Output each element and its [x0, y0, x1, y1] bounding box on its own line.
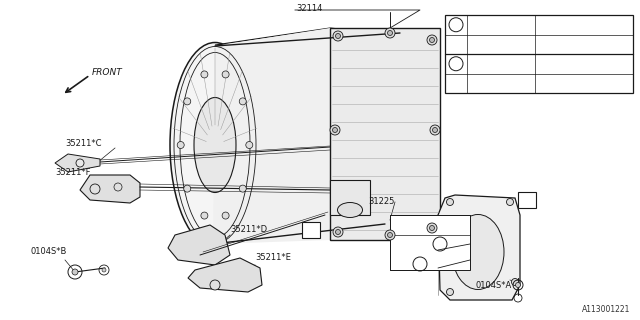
Text: 2: 2 — [438, 241, 442, 247]
Text: 1: 1 — [418, 261, 422, 267]
Text: (-0711): (-0711) — [538, 20, 566, 29]
Circle shape — [201, 212, 208, 219]
Bar — [445, 15, 633, 93]
Ellipse shape — [194, 98, 236, 193]
Text: 32195: 32195 — [470, 20, 494, 29]
Bar — [390, 215, 470, 270]
Circle shape — [222, 71, 229, 78]
Circle shape — [184, 98, 191, 105]
Text: D91608: D91608 — [470, 59, 500, 68]
Bar — [330, 28, 440, 240]
Circle shape — [76, 159, 84, 167]
Circle shape — [449, 18, 463, 32]
Ellipse shape — [452, 214, 504, 290]
Text: 0104S*A: 0104S*A — [475, 281, 511, 290]
Text: 2: 2 — [454, 59, 458, 68]
Circle shape — [102, 268, 106, 272]
Polygon shape — [215, 28, 440, 45]
Circle shape — [333, 127, 337, 132]
Circle shape — [430, 125, 440, 135]
Circle shape — [333, 31, 343, 41]
Circle shape — [447, 289, 454, 295]
Circle shape — [506, 198, 513, 205]
Text: A: A — [308, 226, 314, 235]
Text: 0104S*B: 0104S*B — [30, 247, 67, 257]
Circle shape — [335, 229, 340, 235]
Circle shape — [330, 125, 340, 135]
Circle shape — [239, 98, 246, 105]
Circle shape — [72, 269, 78, 275]
Text: 35211*F: 35211*F — [55, 167, 90, 177]
Text: 31225: 31225 — [369, 197, 395, 206]
Text: FRONT: FRONT — [92, 68, 123, 76]
Text: (0711-): (0711-) — [538, 79, 566, 88]
Text: 1: 1 — [454, 20, 458, 29]
Circle shape — [449, 57, 463, 71]
Circle shape — [515, 283, 520, 287]
Circle shape — [387, 233, 392, 237]
Ellipse shape — [170, 43, 260, 247]
Circle shape — [333, 227, 343, 237]
Circle shape — [184, 185, 191, 192]
Circle shape — [387, 30, 392, 36]
Circle shape — [511, 278, 518, 285]
Polygon shape — [438, 195, 520, 300]
Circle shape — [90, 184, 100, 194]
Circle shape — [239, 185, 246, 192]
Polygon shape — [213, 28, 330, 244]
Circle shape — [114, 183, 122, 191]
Polygon shape — [55, 154, 100, 172]
Ellipse shape — [337, 203, 362, 218]
Circle shape — [201, 71, 208, 78]
Circle shape — [210, 280, 220, 290]
Circle shape — [222, 212, 229, 219]
Text: A113001221: A113001221 — [582, 306, 630, 315]
Text: 32114: 32114 — [296, 4, 323, 12]
Circle shape — [429, 226, 435, 230]
Text: D91806: D91806 — [470, 79, 500, 88]
Text: 35211*C: 35211*C — [65, 139, 102, 148]
Polygon shape — [80, 175, 140, 203]
Text: H01806: H01806 — [470, 40, 500, 49]
Text: (0711-): (0711-) — [538, 40, 566, 49]
Bar — [302, 222, 320, 238]
Bar — [518, 192, 536, 208]
Polygon shape — [168, 225, 230, 265]
Polygon shape — [188, 258, 262, 292]
Circle shape — [427, 35, 437, 45]
Circle shape — [433, 127, 438, 132]
Text: 35211*E: 35211*E — [255, 253, 291, 262]
Circle shape — [429, 37, 435, 43]
Circle shape — [177, 141, 184, 148]
Polygon shape — [330, 180, 370, 215]
Circle shape — [427, 223, 437, 233]
Circle shape — [246, 141, 253, 148]
Text: 35211*D: 35211*D — [230, 226, 267, 235]
Text: A: A — [524, 196, 531, 204]
Bar — [390, 215, 470, 270]
Circle shape — [385, 28, 395, 38]
Circle shape — [335, 34, 340, 38]
Circle shape — [447, 198, 454, 205]
Circle shape — [385, 230, 395, 240]
Text: (-0711): (-0711) — [538, 59, 566, 68]
